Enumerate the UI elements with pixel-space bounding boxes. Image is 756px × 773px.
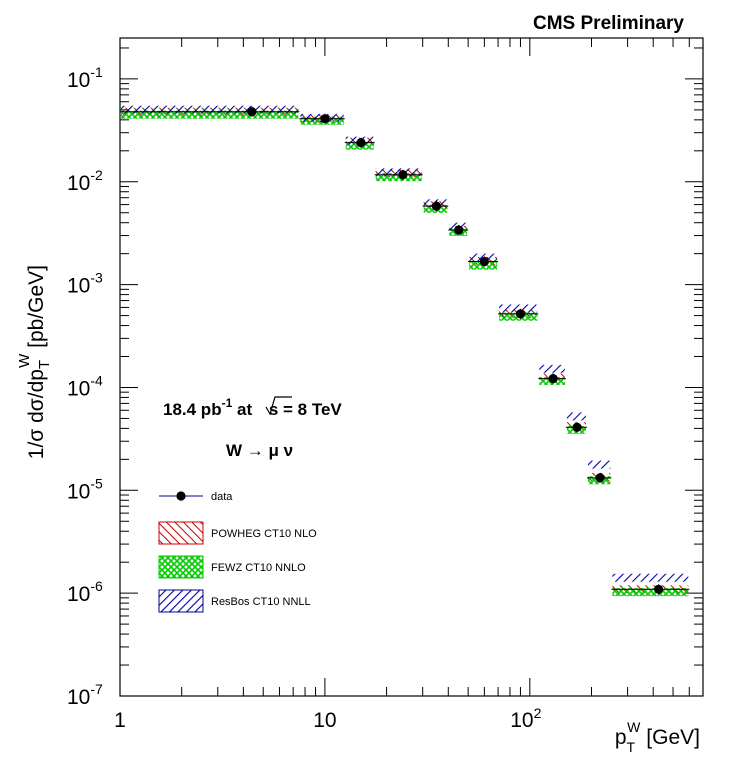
data-point: [548, 373, 558, 384]
annotation-process: W → μ ν: [226, 441, 293, 460]
legend-label: data: [211, 491, 233, 503]
plot-border: [119, 37, 704, 697]
legend: data POWHEG CT10 NLO FEWZ CT10 NNLO ResBos …: [158, 491, 317, 613]
x-axis-title: pTW [GeV]: [615, 719, 700, 755]
band-segment: [499, 304, 538, 313]
band-segment: [539, 364, 565, 373]
y-tick-label: 10-5: [67, 475, 103, 503]
y-tick-label: 10-3: [67, 270, 103, 298]
y-tick-label: 10-1: [67, 64, 103, 92]
data-point: [572, 422, 582, 432]
y-axis: 10-7 10-6 10-5 10-4 10-3 10-2 10-1: [67, 47, 703, 709]
data-point: [454, 225, 464, 235]
y-axis-title: 1/σ dσ/dpTW [pb/GeV]: [16, 265, 53, 459]
band-segment: [375, 168, 422, 177]
band-segment: [587, 460, 611, 469]
chart-title: CMS Preliminary: [533, 13, 684, 34]
band-segment: [375, 173, 422, 182]
y-tick-label: 10-2: [67, 167, 103, 195]
data-point: [356, 138, 366, 148]
data-point: [653, 584, 664, 594]
plot-frame: [119, 37, 704, 697]
data-point: [595, 473, 605, 483]
y-tick-label: 10-7: [67, 681, 103, 709]
band-segment: [121, 105, 299, 114]
x-axis: 1 10 102: [114, 38, 704, 732]
data-point: [479, 256, 489, 267]
legend-swatch: [158, 555, 204, 579]
x-tick-label: 1: [114, 709, 126, 732]
legend-swatch: [158, 589, 204, 613]
data-point: [515, 309, 526, 319]
legend-label: POWHEG CT10 NLO: [211, 528, 317, 540]
y-tick-label: 10-4: [67, 372, 103, 400]
x-tick-label: 10: [313, 709, 336, 732]
data-point: [320, 114, 330, 124]
band-segment: [612, 588, 689, 597]
legend-label: FEWZ CT10 NNLO: [211, 562, 306, 574]
data-point: [398, 170, 408, 180]
y-tick-label: 10-6: [67, 578, 103, 606]
band-segment: [121, 110, 299, 119]
svg-text:18.4 pb-1 at s = 8 TeV: 18.4 pb-1 at s = 8 TeV: [163, 396, 342, 419]
annotation-luminosity: 18.4 pb-1 at s = 8 TeV: [163, 396, 342, 419]
sqrt-sign: [265, 396, 292, 416]
svg-text:1/σ dσ/dpTW [pb/GeV]: 1/σ dσ/dpTW [pb/GeV]: [16, 265, 53, 459]
legend-swatch: [158, 521, 204, 545]
band-fewz-ct10-nnlo: [121, 110, 689, 597]
series-layer: [120, 105, 690, 597]
band-segment: [612, 573, 689, 582]
data-point: [431, 201, 442, 211]
series-data: [120, 106, 690, 595]
legend-marker-data-point: [176, 491, 186, 501]
data-point: [247, 107, 257, 117]
legend-label: ResBos CT10 NNLL: [211, 596, 311, 608]
svg-text:pTW[GeV]: pTW [GeV]: [615, 719, 700, 755]
x-tick-label: 102: [510, 705, 541, 732]
band-segment: [566, 412, 586, 421]
